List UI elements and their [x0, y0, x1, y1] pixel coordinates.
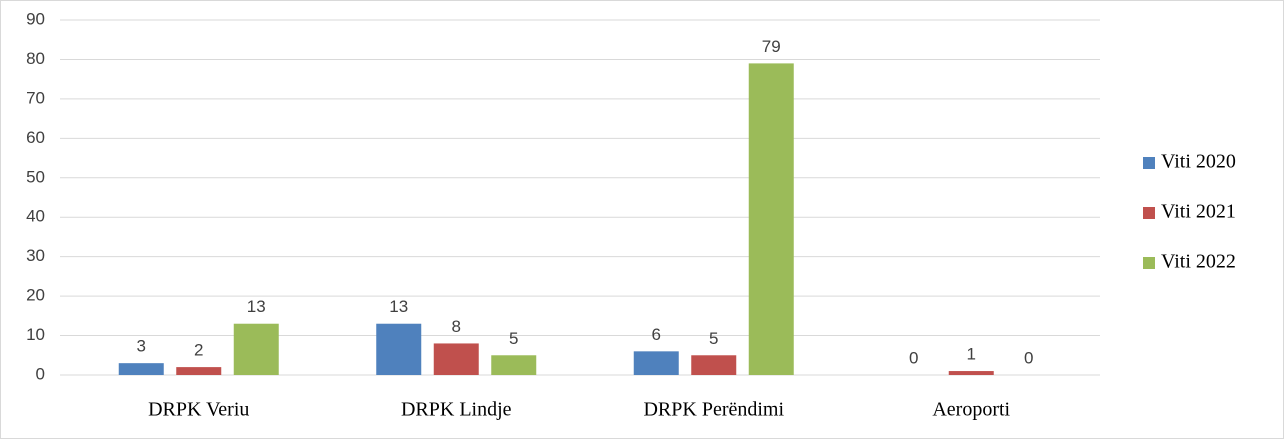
bar — [233, 323, 279, 375]
data-label: 5 — [709, 329, 718, 348]
y-tick-label: 60 — [26, 128, 45, 147]
x-tick-label: DRPK Lindje — [401, 399, 512, 421]
data-label: 1 — [967, 345, 976, 364]
x-tick-label: DRPK Perëndimi — [643, 399, 784, 421]
data-label: 2 — [194, 341, 203, 360]
bar — [633, 351, 679, 375]
data-label: 0 — [1024, 348, 1033, 367]
data-label: 6 — [652, 325, 661, 344]
legend-label: Viti 2020 — [1161, 151, 1236, 173]
legend-label: Viti 2022 — [1161, 251, 1236, 273]
y-tick-label: 40 — [26, 207, 45, 226]
legend-swatch — [1143, 157, 1155, 169]
y-tick-label: 50 — [26, 167, 45, 186]
bar — [948, 371, 994, 375]
data-label: 8 — [452, 317, 461, 336]
bar — [176, 367, 222, 375]
x-tick-label: DRPK Veriu — [148, 399, 249, 421]
data-label: 3 — [137, 337, 146, 356]
bar — [748, 63, 794, 376]
data-label: 5 — [509, 329, 518, 348]
data-label: 79 — [762, 37, 781, 56]
legend-swatch — [1143, 257, 1155, 269]
legend-swatch — [1143, 207, 1155, 219]
y-tick-label: 0 — [36, 364, 45, 383]
y-tick-label: 20 — [26, 286, 45, 305]
bar — [376, 323, 422, 375]
x-tick-label: Aeroporti — [932, 399, 1010, 421]
bar — [691, 355, 737, 375]
y-tick-label: 10 — [26, 325, 45, 344]
legend-label: Viti 2021 — [1161, 201, 1236, 223]
y-tick-label: 70 — [26, 88, 45, 107]
y-tick-label: 80 — [26, 49, 45, 68]
y-tick-label: 90 — [26, 9, 45, 28]
bar — [491, 355, 537, 375]
data-label: 13 — [389, 297, 408, 316]
data-label: 0 — [909, 348, 918, 367]
y-tick-label: 30 — [26, 246, 45, 265]
bar — [118, 363, 164, 375]
bar — [433, 343, 479, 375]
data-label: 13 — [247, 297, 266, 316]
